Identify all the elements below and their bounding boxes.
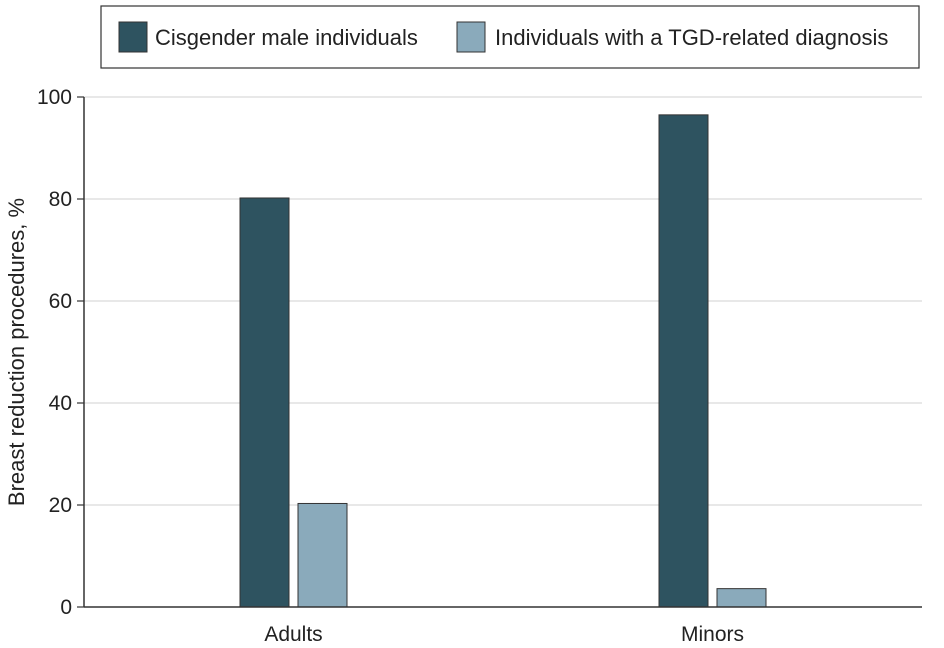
y-tick-label-0: 0 <box>60 596 72 619</box>
y-tick-label-80: 80 <box>49 188 72 211</box>
bar-minors-series-0 <box>658 114 709 608</box>
y-axis-title: Breast reduction procedures, % <box>4 198 29 506</box>
legend-label-tgd-diagnosis: Individuals with a TGD-related diagnosis <box>495 25 888 50</box>
legend-label-cisgender-male: Cisgender male individuals <box>155 25 418 50</box>
x-axis-ticks: Adults Minors <box>264 623 744 646</box>
legend-swatch-tgd-diagnosis <box>456 21 486 53</box>
y-tick-label-60: 60 <box>49 290 72 313</box>
y-tick-label-100: 100 <box>37 86 72 109</box>
gridlines <box>84 96 922 506</box>
y-tick-label-20: 20 <box>49 494 72 517</box>
bar-minors-series-1 <box>716 588 767 608</box>
bar-adults-series-1 <box>297 502 348 608</box>
bar-adults-series-0 <box>239 197 290 608</box>
x-tick-label-minors: Minors <box>681 623 744 646</box>
legend-swatch-cisgender-male <box>118 21 148 53</box>
legend-frame <box>100 5 920 69</box>
y-axis-ticks: 0 20 40 60 80 100 <box>37 86 84 619</box>
y-tick-label-40: 40 <box>49 392 72 415</box>
bars <box>239 114 767 608</box>
x-tick-label-adults: Adults <box>264 623 322 646</box>
legend: Cisgender male individuals Individuals w… <box>100 5 920 69</box>
